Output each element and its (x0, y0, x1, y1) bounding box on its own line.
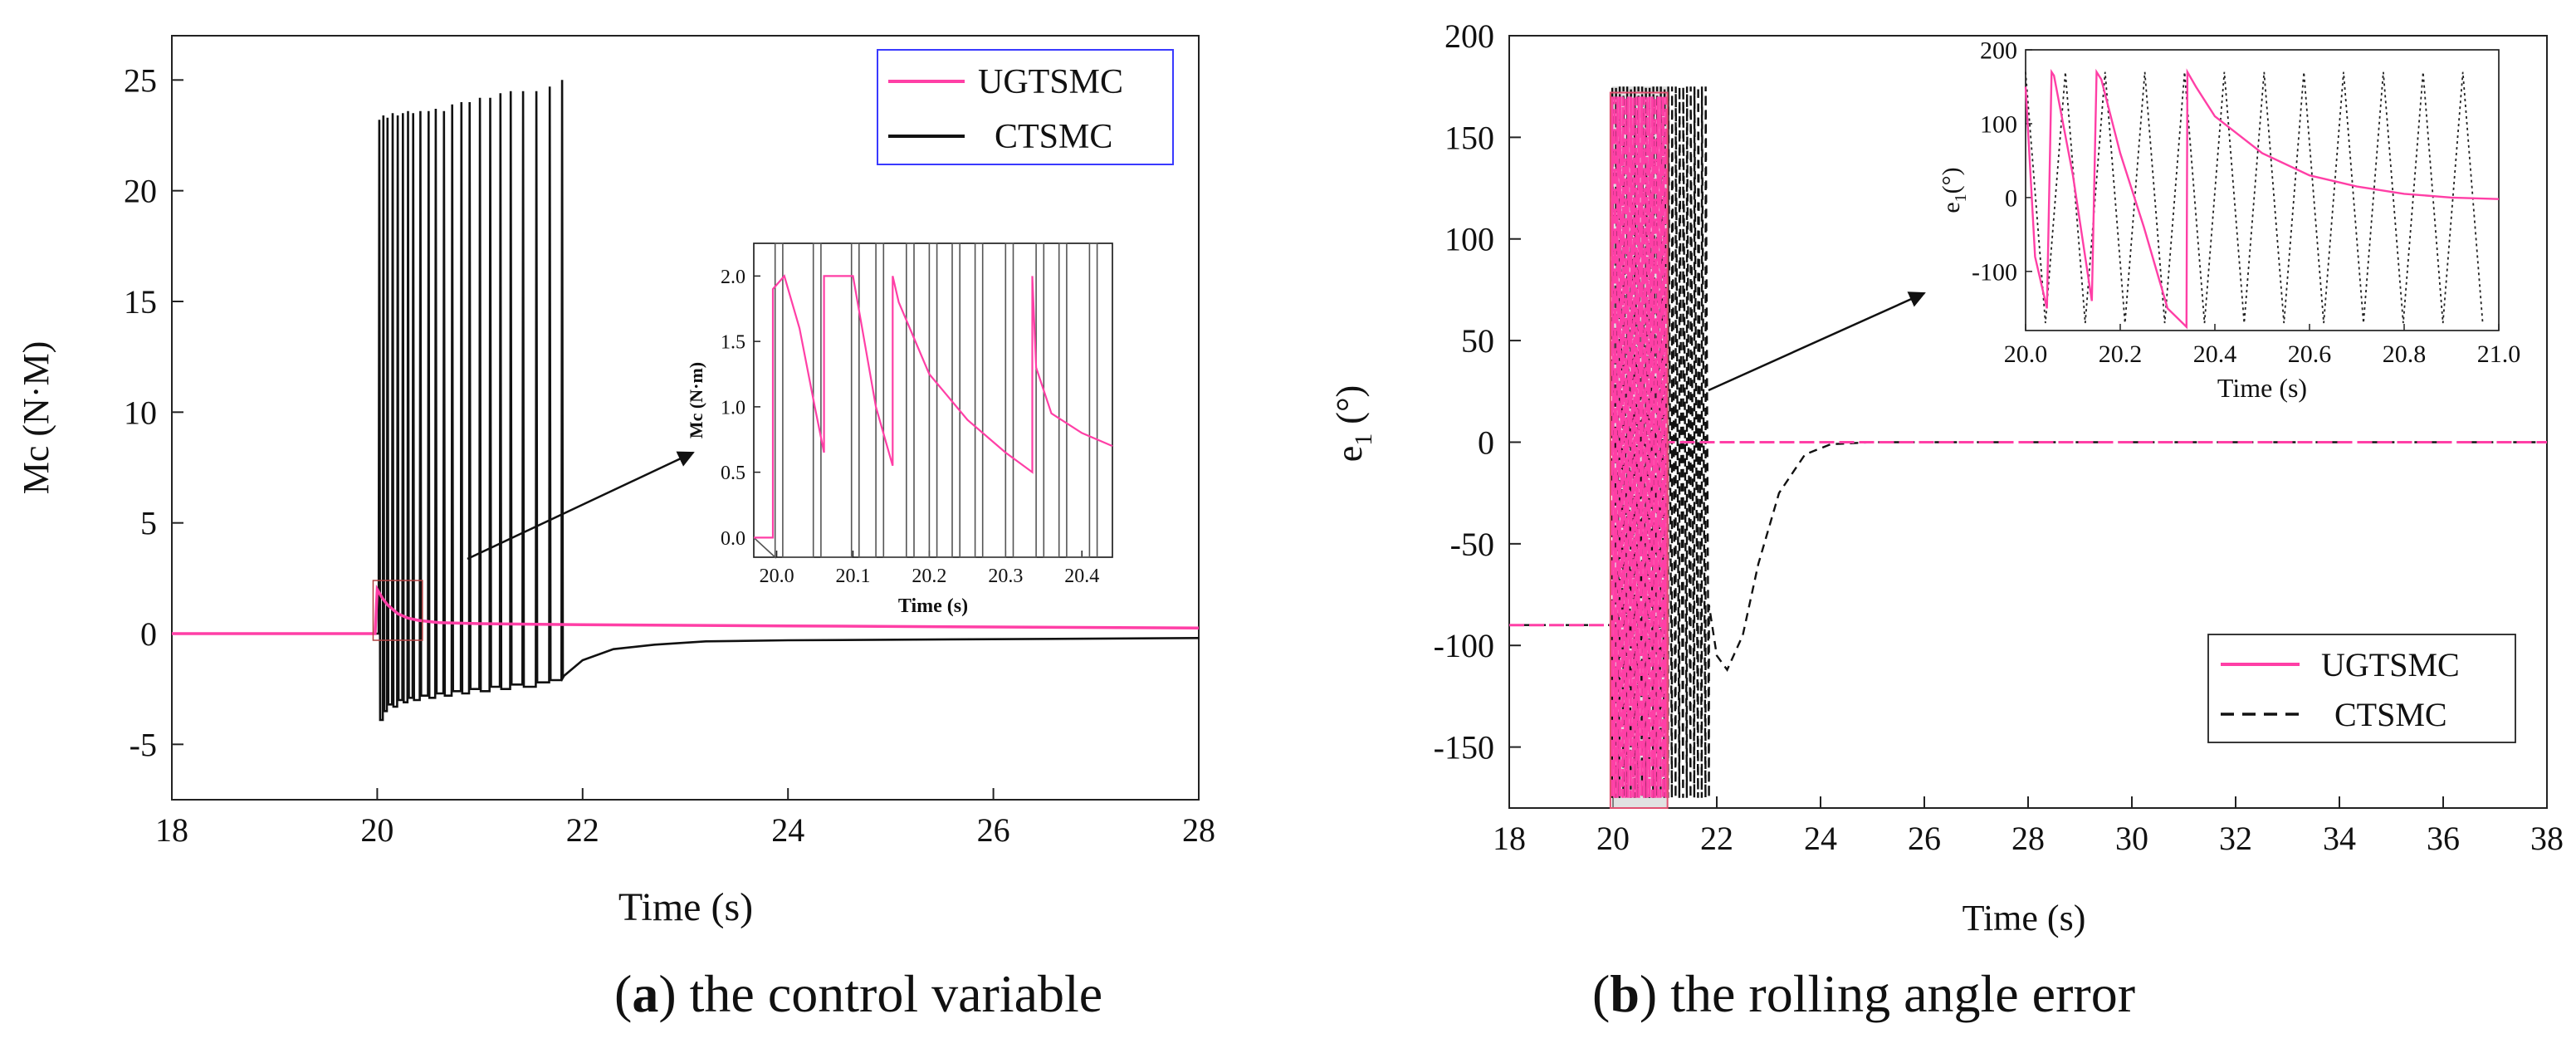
a-inset-series-ctsmc (753, 242, 1098, 559)
b-inset-xtick-label: 20.0 (2004, 340, 2048, 368)
a-xtick-label: 22 (566, 811, 599, 849)
b-inset-ytick-label: 200 (1980, 37, 2017, 65)
a-ylabel: Mc (N·M) (16, 341, 56, 495)
caption-b-text: the rolling angle error (1657, 964, 2135, 1023)
b-inset-frame (2025, 49, 2500, 331)
a-xtick-label: 26 (977, 811, 1010, 849)
caption-b-paren-open: ( (1592, 964, 1611, 1023)
b-xtick-label: 30 (2115, 820, 2148, 857)
a-ytick-label: -5 (130, 726, 157, 763)
b-legend-label-ctsmc: CTSMC (2334, 696, 2447, 733)
a-series-ugtsmc (172, 584, 1200, 635)
a-inset-xtick-label: 20.4 (1064, 566, 1099, 587)
a-inset-xtick-label: 20.1 (835, 566, 870, 587)
caption-b-paren-close: ) (1639, 964, 1658, 1023)
b-inset-xtick-label: 20.8 (2383, 340, 2427, 368)
b-inset-ylabel-unit: (°) (1938, 167, 1965, 193)
a-inset-ytick-label: 0.0 (721, 528, 745, 550)
b-zoom-marker (1609, 91, 1669, 810)
b-xtick-label: 36 (2427, 820, 2460, 857)
b-ytick-label: -100 (1434, 627, 1494, 664)
a-inset-ytick-label: 0.5 (721, 463, 745, 484)
a-inset-ylabel: Mc (N·m) (686, 362, 706, 438)
a-plot-frame (171, 35, 1200, 801)
b-xtick-label: 20 (1596, 820, 1630, 857)
b-ytick-label: 200 (1444, 17, 1494, 55)
a-inset-ytick-label: 1.0 (721, 397, 745, 419)
b-inset-ylabel: e1(°) (1938, 167, 1970, 213)
b-ytick-label: 100 (1444, 221, 1494, 258)
a-ytick-label: 15 (124, 283, 157, 321)
a-zoom-marker (372, 580, 423, 641)
b-inset-xtick-label: 21.0 (2477, 340, 2521, 368)
a-legend-label-ugtsmc: UGTSMC (978, 63, 1123, 101)
a-xtick-label: 24 (771, 811, 804, 849)
a-series-ctsmc (172, 80, 1200, 722)
b-inset-ytick-label: 100 (1980, 110, 2017, 138)
b-xtick-label: 38 (2530, 820, 2564, 857)
b-inset-ylabel-base: e (1938, 202, 1965, 213)
b-inset-series-ugtsmc (2024, 68, 2500, 330)
b-inset-ytick-label: 0 (2005, 184, 2017, 212)
b-series-ugtsmc (1509, 96, 2547, 798)
a-xlabel: Time (s) (618, 885, 753, 929)
a-inset-xtick-label: 20.3 (988, 566, 1023, 587)
a-ytick-label: 20 (124, 173, 157, 210)
b-ytick-label: -50 (1450, 526, 1494, 563)
b-xlabel: Time (s) (1963, 898, 2086, 938)
caption-a: (a) the control variable (614, 963, 1102, 1025)
b-inset-ylabel-sub: 1 (1952, 193, 1970, 202)
a-zoom-arrow (467, 451, 695, 561)
b-ylabel: e1 (°) (1329, 385, 1377, 462)
b-xtick-label: 24 (1804, 820, 1837, 857)
a-inset-xlabel: Time (s) (898, 595, 968, 617)
a-ytick-label: 5 (140, 505, 157, 542)
b-legend-label-ugtsmc: UGTSMC (2321, 646, 2460, 683)
b-xtick-label: 26 (1908, 820, 1941, 857)
b-ytick-label: 50 (1461, 322, 1494, 360)
b-inset-xtick-label: 20.2 (2099, 340, 2143, 368)
b-xtick-label: 22 (1700, 820, 1733, 857)
a-xtick-label: 18 (155, 811, 188, 849)
b-ylabel-sub: 1 (1350, 433, 1377, 446)
b-inset-series-ctsmc (2025, 71, 2484, 324)
b-ylabel-base: e (1329, 446, 1370, 463)
a-xtick-label: 20 (360, 811, 393, 849)
b-zoom-arrow (1708, 291, 1926, 392)
b-inset-plot-frame (2025, 49, 2500, 331)
b-xtick-label: 34 (2323, 820, 2356, 857)
a-ytick-label: 10 (124, 394, 157, 431)
b-inset-xtick-label: 20.4 (2193, 340, 2237, 368)
a-inset-xtick-label: 20.0 (760, 566, 794, 587)
b-ytick-label: 150 (1444, 119, 1494, 156)
a-inset-ytick-label: 1.5 (721, 332, 745, 354)
a-ytick-label: 0 (140, 615, 157, 653)
a-inset-ytick-label: 2.0 (721, 267, 745, 288)
b-inset-xtick-label: 20.6 (2288, 340, 2332, 368)
caption-b: (b) the rolling angle error (1592, 963, 2135, 1025)
a-legend-box (877, 49, 1174, 165)
b-ytick-label: 0 (1478, 424, 1494, 461)
b-xtick-label: 28 (2011, 820, 2045, 857)
caption-a-paren-open: ( (614, 964, 633, 1023)
a-xtick-label: 28 (1182, 811, 1215, 849)
a-inset-xtick-label: 20.2 (912, 566, 946, 587)
b-inset-ytick-label: -100 (1972, 258, 2017, 286)
caption-b-letter: b (1610, 964, 1640, 1023)
a-ytick-label: 25 (124, 61, 157, 99)
b-ytick-label: -150 (1434, 729, 1494, 766)
b-xtick-label: 18 (1493, 820, 1526, 857)
caption-a-paren-close: ) (658, 964, 677, 1023)
b-legend-box (2207, 634, 2516, 743)
caption-a-text: the control variable (676, 964, 1103, 1023)
b-inset-xlabel: Time (s) (2217, 373, 2307, 403)
b-ylabel-unit: (°) (1329, 385, 1370, 433)
b-xtick-label: 32 (2219, 820, 2252, 857)
a-legend-label-ctsmc: CTSMC (995, 118, 1112, 156)
caption-a-letter: a (632, 964, 659, 1023)
a-inset-series-ugtsmc (754, 274, 1113, 539)
